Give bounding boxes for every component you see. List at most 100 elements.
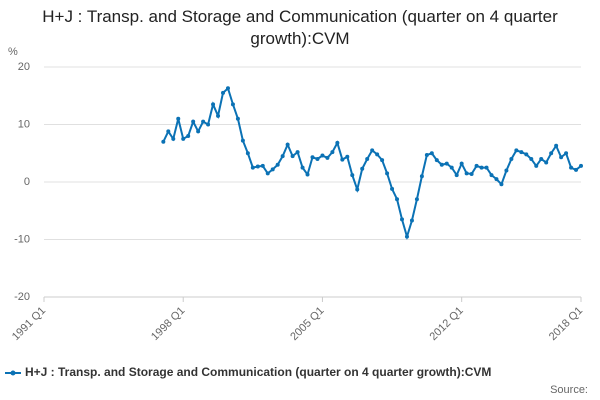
point xyxy=(335,140,340,145)
point xyxy=(216,113,221,118)
point xyxy=(524,152,529,157)
point xyxy=(390,186,395,191)
point xyxy=(484,165,489,170)
point xyxy=(544,160,549,165)
legend-label: H+J : Transp. and Storage and Communicat… xyxy=(25,365,491,379)
point xyxy=(499,182,504,187)
point xyxy=(230,102,235,107)
y-tick-label: 20 xyxy=(18,61,30,73)
point xyxy=(439,162,444,167)
point xyxy=(554,143,559,148)
point xyxy=(529,157,534,161)
point xyxy=(574,167,579,172)
y-unit: % xyxy=(8,46,18,58)
point xyxy=(549,151,554,156)
point xyxy=(285,142,290,147)
point xyxy=(469,171,474,176)
point xyxy=(489,173,494,178)
point xyxy=(305,172,310,177)
point xyxy=(280,154,285,159)
x-tick-label: 2018 Q1 xyxy=(547,305,585,343)
point xyxy=(201,119,206,124)
x-tick-label: 1991 Q1 xyxy=(10,305,48,343)
point xyxy=(295,150,300,155)
point xyxy=(365,157,370,161)
x-tick-label: 2005 Q1 xyxy=(288,305,326,343)
y-tick-label: 10 xyxy=(18,118,30,130)
series-line xyxy=(162,86,582,241)
point xyxy=(240,138,245,143)
point xyxy=(350,173,355,178)
point xyxy=(400,217,404,222)
point xyxy=(171,136,176,141)
point xyxy=(235,116,240,121)
point xyxy=(434,158,439,163)
point xyxy=(385,171,390,176)
point xyxy=(330,150,335,155)
point xyxy=(270,167,275,172)
point xyxy=(340,157,345,162)
point xyxy=(265,171,270,176)
point xyxy=(395,197,400,202)
point xyxy=(161,139,166,144)
point xyxy=(454,173,459,178)
point xyxy=(444,161,449,166)
point xyxy=(375,152,380,157)
source: Source: xyxy=(550,384,588,396)
point xyxy=(206,122,211,127)
point xyxy=(166,129,171,134)
point xyxy=(255,164,260,169)
point xyxy=(564,151,569,156)
point xyxy=(245,151,250,156)
point xyxy=(325,155,330,160)
point xyxy=(509,157,514,161)
point xyxy=(225,86,230,91)
point xyxy=(360,166,365,171)
x-tick-label: 1998 Q1 xyxy=(149,305,187,343)
point xyxy=(569,165,574,170)
point xyxy=(424,152,429,157)
y-tick-label: -10 xyxy=(14,233,30,245)
point xyxy=(479,165,484,170)
point xyxy=(494,177,499,182)
point xyxy=(414,197,419,202)
point xyxy=(409,218,414,223)
point xyxy=(464,171,469,176)
point xyxy=(419,174,424,179)
point xyxy=(355,187,360,192)
chart-title: H+J : Transp. and Storage and Communicat… xyxy=(42,7,558,48)
point xyxy=(429,151,434,156)
point xyxy=(310,155,315,160)
point xyxy=(449,165,454,170)
point xyxy=(514,148,519,153)
point xyxy=(221,90,225,95)
point xyxy=(211,102,216,107)
point xyxy=(250,165,255,170)
point xyxy=(196,129,201,134)
point xyxy=(459,161,464,166)
y-tick-label: -20 xyxy=(14,291,30,303)
point xyxy=(504,168,509,173)
point xyxy=(300,165,305,170)
point xyxy=(534,163,539,168)
point xyxy=(275,162,280,167)
point xyxy=(559,155,564,160)
legend-marker xyxy=(10,370,16,376)
point xyxy=(191,119,196,124)
point xyxy=(474,163,479,168)
point xyxy=(579,163,583,168)
x-tick-label: 2012 Q1 xyxy=(428,305,466,343)
point xyxy=(320,153,325,158)
point xyxy=(260,163,265,168)
point xyxy=(176,116,181,121)
point xyxy=(290,154,295,159)
point xyxy=(345,154,350,159)
point xyxy=(315,157,320,161)
point xyxy=(380,158,385,163)
point xyxy=(181,136,186,141)
point xyxy=(539,157,544,161)
y-tick-label: 0 xyxy=(24,176,30,188)
point xyxy=(370,148,375,153)
